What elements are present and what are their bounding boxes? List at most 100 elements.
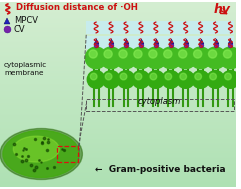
Bar — [0, 19, 236, 20]
Bar — [0, 184, 236, 185]
Bar — [0, 41, 236, 42]
Circle shape — [115, 47, 137, 69]
Bar — [0, 34, 236, 35]
Bar — [0, 50, 236, 51]
Bar — [0, 161, 236, 162]
Bar — [0, 140, 236, 141]
Bar — [0, 68, 236, 69]
Circle shape — [160, 47, 181, 69]
Bar — [0, 9, 236, 10]
Bar — [0, 52, 236, 53]
Bar — [0, 143, 236, 144]
Circle shape — [164, 50, 172, 58]
Bar — [0, 171, 236, 172]
Text: CV: CV — [14, 25, 25, 34]
Bar — [0, 154, 236, 155]
Bar — [0, 6, 236, 7]
Circle shape — [194, 50, 202, 58]
Circle shape — [225, 73, 231, 80]
Bar — [0, 103, 236, 104]
Circle shape — [90, 73, 97, 80]
Bar — [0, 116, 236, 117]
Bar — [0, 114, 236, 115]
Bar — [0, 85, 236, 86]
Bar — [0, 81, 236, 82]
Bar — [0, 113, 236, 114]
Bar — [0, 132, 236, 133]
Bar — [0, 136, 236, 137]
Bar — [0, 61, 236, 62]
Bar — [0, 101, 236, 102]
Bar — [0, 98, 236, 99]
Bar — [0, 166, 236, 167]
Bar — [0, 76, 236, 77]
Circle shape — [117, 71, 135, 88]
Bar — [0, 78, 236, 79]
Bar — [0, 158, 236, 159]
Bar — [0, 12, 236, 13]
Bar — [0, 180, 236, 181]
Bar — [0, 62, 236, 63]
Bar — [0, 54, 236, 55]
Text: ←  Gram-positive bacteria: ← Gram-positive bacteria — [94, 165, 225, 174]
Circle shape — [210, 73, 216, 80]
Bar — [0, 51, 236, 52]
Bar — [0, 138, 236, 139]
Bar — [0, 4, 236, 5]
Circle shape — [180, 73, 187, 80]
Bar — [0, 87, 236, 88]
Circle shape — [208, 50, 217, 58]
Circle shape — [102, 71, 120, 88]
Bar — [0, 147, 236, 148]
Bar — [0, 157, 236, 158]
Bar — [0, 175, 236, 176]
Bar — [0, 2, 236, 3]
Circle shape — [175, 47, 196, 69]
Circle shape — [149, 50, 157, 58]
Bar — [0, 11, 236, 12]
Bar — [0, 162, 236, 163]
Bar — [0, 128, 236, 129]
Bar — [0, 107, 236, 108]
Bar — [0, 82, 236, 83]
Ellipse shape — [0, 129, 82, 180]
Bar — [0, 65, 236, 66]
Circle shape — [179, 50, 187, 58]
Bar — [0, 133, 236, 134]
Bar — [0, 177, 236, 179]
Circle shape — [134, 50, 142, 58]
Bar — [0, 127, 236, 128]
Bar — [0, 56, 236, 57]
Bar — [0, 10, 236, 11]
Bar — [0, 110, 236, 111]
Bar — [0, 148, 236, 149]
Bar — [0, 74, 236, 75]
Bar — [0, 160, 236, 161]
Bar — [0, 36, 236, 37]
Bar — [0, 142, 236, 143]
Bar — [0, 32, 236, 33]
Bar — [0, 86, 236, 87]
Bar — [0, 84, 236, 85]
Bar — [0, 15, 236, 16]
Bar — [0, 16, 236, 17]
Bar — [0, 155, 236, 156]
Circle shape — [177, 71, 194, 88]
Bar — [0, 14, 236, 15]
Circle shape — [85, 47, 107, 69]
Bar — [0, 165, 236, 166]
Bar — [0, 45, 236, 46]
Bar — [0, 30, 236, 31]
Bar — [0, 57, 236, 58]
Bar — [0, 122, 236, 123]
Bar — [0, 27, 236, 29]
Bar — [0, 40, 236, 41]
Bar — [0, 139, 236, 140]
Bar — [0, 73, 236, 74]
Bar — [0, 172, 236, 173]
Bar — [0, 13, 236, 14]
FancyBboxPatch shape — [86, 36, 234, 49]
Circle shape — [89, 50, 97, 58]
Bar — [0, 20, 236, 21]
Circle shape — [145, 47, 167, 69]
